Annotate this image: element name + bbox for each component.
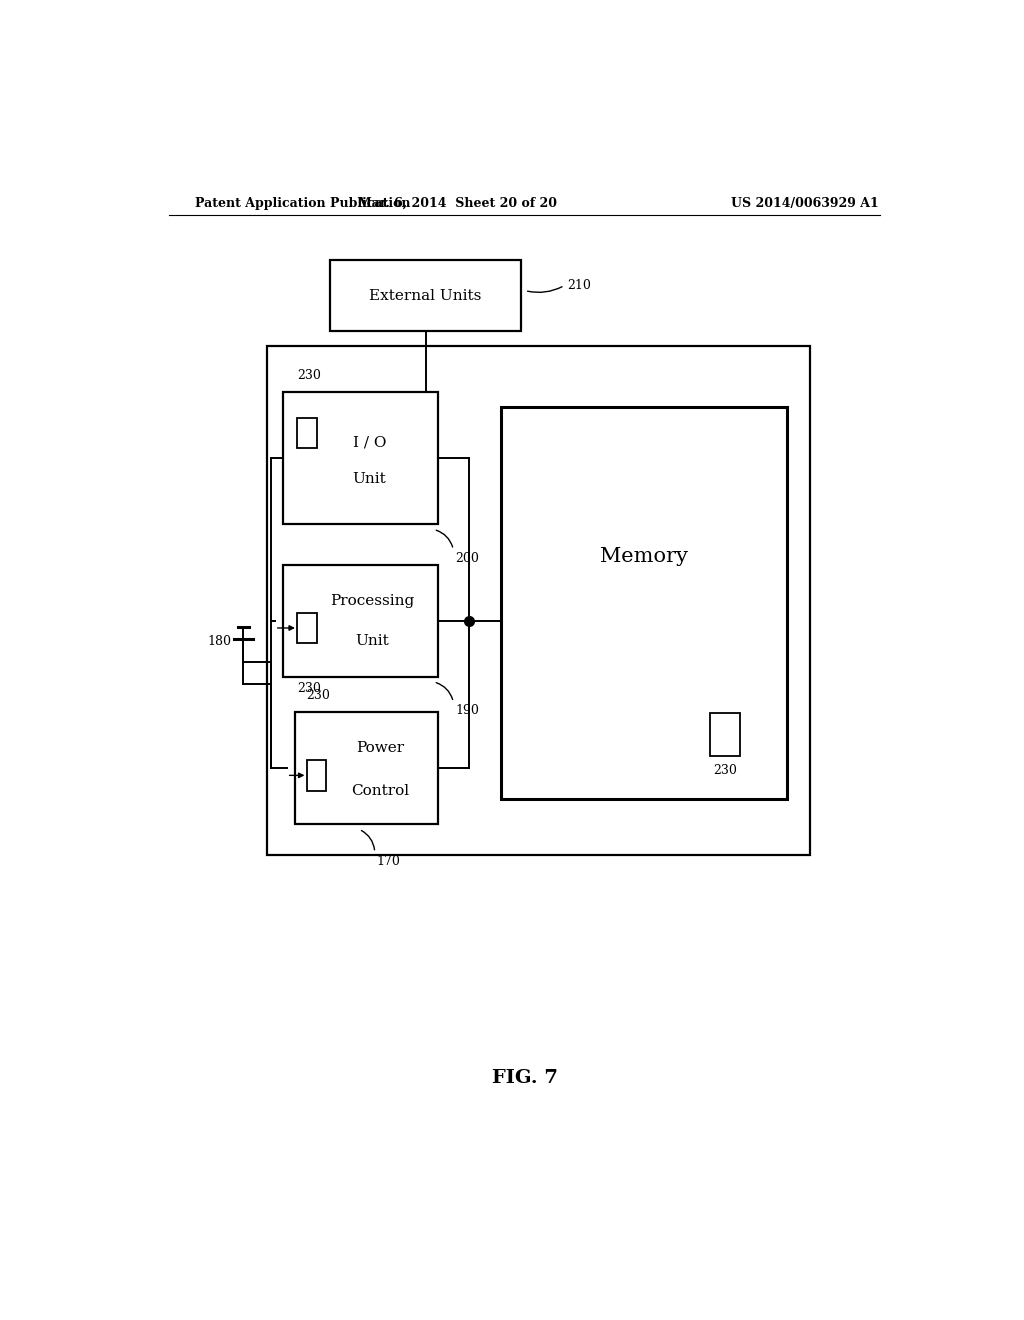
Text: 230: 230 <box>306 689 331 702</box>
Text: External Units: External Units <box>370 289 481 302</box>
Bar <box>283 565 437 677</box>
Bar <box>297 612 316 643</box>
Text: I / O: I / O <box>352 436 386 449</box>
Text: Unit: Unit <box>352 473 386 486</box>
Bar <box>331 260 521 331</box>
Text: 230: 230 <box>297 370 321 381</box>
Text: 180: 180 <box>207 635 231 648</box>
Text: Power: Power <box>356 741 404 755</box>
Text: 210: 210 <box>567 279 591 292</box>
Bar <box>306 760 327 791</box>
Text: FIG. 7: FIG. 7 <box>492 1069 558 1088</box>
Text: 200: 200 <box>455 552 479 565</box>
Text: Processing: Processing <box>331 594 415 607</box>
Bar <box>297 417 316 447</box>
Text: US 2014/0063929 A1: US 2014/0063929 A1 <box>731 197 879 210</box>
Text: Patent Application Publication: Patent Application Publication <box>196 197 411 210</box>
Bar <box>501 408 786 799</box>
Text: 230: 230 <box>297 682 321 694</box>
Bar <box>295 713 437 824</box>
Text: 170: 170 <box>377 854 400 867</box>
Text: Mar. 6, 2014  Sheet 20 of 20: Mar. 6, 2014 Sheet 20 of 20 <box>357 197 557 210</box>
Text: Unit: Unit <box>355 634 389 648</box>
Text: Control: Control <box>351 784 410 797</box>
Bar <box>267 346 811 854</box>
Text: 190: 190 <box>455 704 479 717</box>
Text: 230: 230 <box>713 764 736 776</box>
Text: Memory: Memory <box>600 546 688 565</box>
Bar <box>710 713 739 755</box>
Bar <box>283 392 437 524</box>
